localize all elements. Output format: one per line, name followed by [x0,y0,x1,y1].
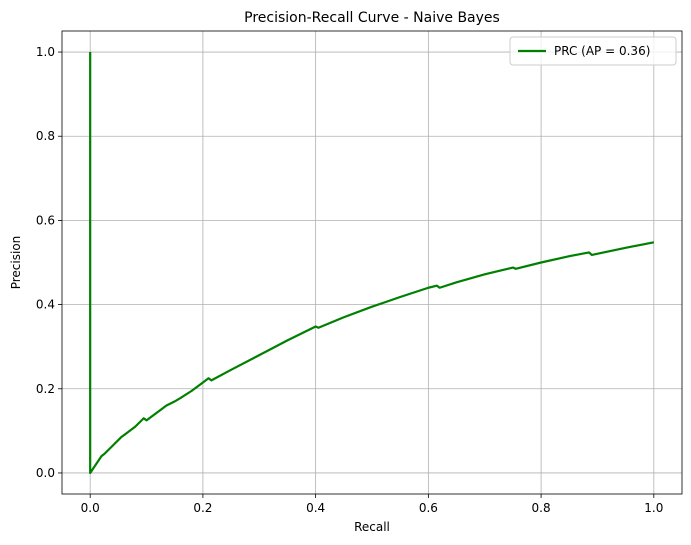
y-tick-label: 0.8 [36,129,55,143]
x-tick-label: 1.0 [644,501,663,515]
legend-entry-label: PRC (AP = 0.36) [554,44,650,58]
x-tick-label: 0.0 [81,501,100,515]
y-tick-label: 0.2 [36,382,55,396]
x-tick-label: 0.2 [193,501,212,515]
legend: PRC (AP = 0.36) [509,36,677,66]
x-tick-label: 0.8 [532,501,551,515]
x-axis-label: Recall [354,520,390,534]
plot-frame [61,30,683,495]
y-tick-label: 0.4 [36,298,55,312]
y-tick-label: 0.0 [36,466,55,480]
x-tick-label: 0.6 [419,501,438,515]
y-tick-label: 1.0 [36,45,55,59]
y-tick-label: 0.6 [36,213,55,227]
chart-title: Precision-Recall Curve - Naive Bayes [244,10,500,26]
y-axis-ticks: 0.0 0.2 0.4 0.6 0.8 1.0 [36,45,62,480]
y-axis-label: Precision [9,236,23,290]
prc-series-line [89,52,655,475]
x-axis-ticks: 0.0 0.2 0.4 0.6 0.8 1.0 [81,494,663,515]
series-layer [89,52,655,475]
legend-box [509,36,677,66]
x-tick-label: 0.4 [306,501,325,515]
